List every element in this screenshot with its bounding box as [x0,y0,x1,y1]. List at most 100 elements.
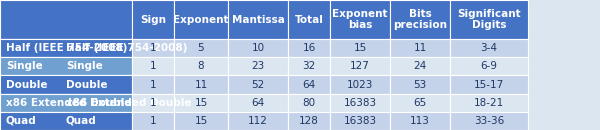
Bar [132,39,174,57]
Bar [132,57,174,75]
Text: 112: 112 [248,116,268,126]
Text: 3-4: 3-4 [481,43,497,53]
Text: 8: 8 [197,61,205,71]
Bar [132,75,174,94]
Text: 15-17: 15-17 [474,80,504,89]
Bar [330,112,390,130]
Text: Sign: Sign [140,15,166,24]
Text: 127: 127 [350,61,370,71]
Bar [228,39,288,57]
Text: 15: 15 [353,43,367,53]
Text: 11: 11 [413,43,427,53]
Bar [288,112,330,130]
Text: 1: 1 [149,80,157,89]
Bar [450,75,528,94]
Text: Significant
Digits: Significant Digits [457,9,521,30]
Text: 16383: 16383 [343,98,377,108]
Bar [0,94,132,112]
Text: Single: Single [6,61,43,71]
Text: 128: 128 [299,116,319,126]
Bar [174,112,228,130]
Bar [174,0,228,39]
Bar [0,75,132,94]
Text: 10: 10 [251,43,265,53]
Text: Total: Total [295,15,323,24]
Text: 52: 52 [251,80,265,89]
Text: 16: 16 [302,43,316,53]
Text: 33-36: 33-36 [474,116,504,126]
Text: 23: 23 [251,61,265,71]
Text: Mantissa: Mantissa [232,15,284,24]
Text: 53: 53 [413,80,427,89]
Bar [0,39,132,57]
Bar [228,75,288,94]
Text: 15: 15 [194,98,208,108]
Bar [288,0,330,39]
Text: Exponent
bias: Exponent bias [332,9,388,30]
Text: 1: 1 [149,98,157,108]
Bar [390,75,450,94]
Bar [228,0,288,39]
Bar [228,94,288,112]
Text: 113: 113 [410,116,430,126]
Text: x86 Extended Double: x86 Extended Double [66,98,191,108]
Text: 1: 1 [149,116,157,126]
Text: 64: 64 [251,98,265,108]
Bar [390,112,450,130]
Bar [174,75,228,94]
Bar [330,94,390,112]
Text: 5: 5 [197,43,205,53]
Text: Half (IEEE 754-2008): Half (IEEE 754-2008) [66,43,187,53]
Bar [0,112,132,130]
Text: 64: 64 [302,80,316,89]
Text: 80: 80 [302,98,316,108]
Bar [132,112,174,130]
Bar [228,57,288,75]
Text: 65: 65 [413,98,427,108]
Bar [174,57,228,75]
Bar [132,0,174,39]
Text: 16383: 16383 [343,116,377,126]
Bar [390,39,450,57]
Bar [450,94,528,112]
Bar [330,75,390,94]
Bar [0,57,132,75]
Text: 15: 15 [194,116,208,126]
Text: 32: 32 [302,61,316,71]
Text: 1: 1 [149,61,157,71]
Text: Quad: Quad [66,116,97,126]
Text: 1: 1 [149,43,157,53]
Bar [228,112,288,130]
Text: 6-9: 6-9 [481,61,497,71]
Bar [330,0,390,39]
Bar [0,0,132,39]
Bar [0,112,132,130]
Bar [0,94,132,112]
Text: 11: 11 [194,80,208,89]
Bar [288,57,330,75]
Text: 18-21: 18-21 [474,98,504,108]
Bar [174,39,228,57]
Bar [0,39,132,57]
Bar [450,0,528,39]
Bar [288,94,330,112]
Text: Bits
precision: Bits precision [393,9,447,30]
Bar [0,75,132,94]
Text: Quad: Quad [6,116,37,126]
Text: Half (IEEE 754-2008): Half (IEEE 754-2008) [6,43,127,53]
Bar [132,94,174,112]
Text: Double: Double [66,80,107,89]
Bar [390,0,450,39]
Bar [330,39,390,57]
Text: 1023: 1023 [347,80,373,89]
Text: Double: Double [6,80,47,89]
Text: Single: Single [66,61,103,71]
Bar [450,112,528,130]
Bar [174,94,228,112]
Bar [390,57,450,75]
Bar [450,57,528,75]
Bar [330,57,390,75]
Bar [288,75,330,94]
Bar [390,94,450,112]
Text: Exponent: Exponent [173,15,229,24]
